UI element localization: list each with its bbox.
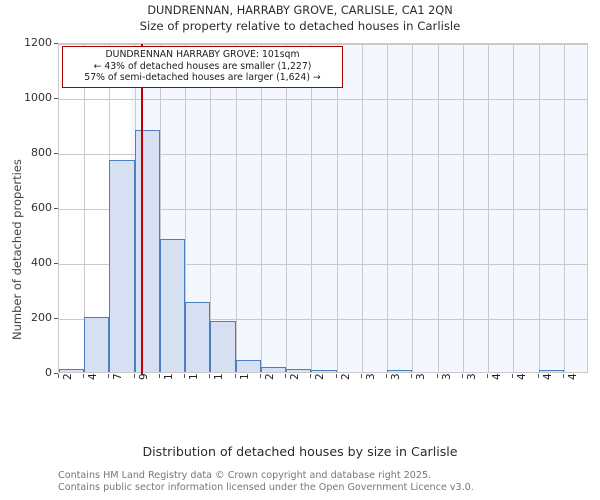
gridline-vertical [463, 44, 464, 372]
gridline-horizontal [59, 319, 587, 320]
footer-attribution: Contains HM Land Registry data © Crown c… [58, 470, 598, 493]
gridline-horizontal [59, 44, 587, 45]
y-axis-tick-label: 0 [45, 366, 52, 379]
y-axis-tick-mark [54, 153, 58, 154]
y-axis-tick-mark [54, 208, 58, 209]
histogram-bar [539, 370, 564, 372]
gridline-vertical [185, 44, 186, 372]
y-axis-tick-label: 600 [31, 201, 52, 214]
y-axis-tick-mark [54, 373, 58, 374]
footer-line-2: Contains public sector information licen… [58, 481, 474, 493]
histogram-bar [135, 130, 160, 372]
x-axis-tick-mark [386, 374, 388, 378]
x-axis-tick-mark [335, 374, 337, 378]
x-axis-tick-mark [562, 374, 564, 378]
page-title: DUNDRENNAN, HARRABY GROVE, CARLISLE, CA1… [147, 4, 453, 17]
y-axis-tick-mark [54, 98, 58, 99]
x-axis-tick-mark [461, 374, 463, 378]
gridline-vertical [311, 44, 312, 372]
gridline-vertical [564, 44, 565, 372]
x-axis-tick-mark [436, 374, 438, 378]
gridline-horizontal [59, 209, 587, 210]
x-axis-label: Distribution of detached houses by size … [142, 444, 458, 459]
chart-subtitle: Size of property relative to detached ho… [139, 19, 461, 33]
gridline-vertical [84, 44, 85, 372]
x-axis-tick-mark [259, 374, 261, 378]
annotation-line-1: DUNDRENNAN HARRABY GROVE: 101sqm [105, 49, 300, 60]
x-axis-tick-mark [108, 374, 110, 378]
x-axis-tick-mark [58, 374, 59, 378]
x-axis-tick-mark [487, 374, 489, 378]
histogram-bar [185, 301, 210, 372]
gridline-horizontal [59, 99, 587, 100]
gridline-vertical [488, 44, 489, 372]
y-axis-tick-mark [54, 43, 58, 44]
histogram-bar [387, 370, 412, 372]
y-axis-tick-label: 1000 [24, 91, 52, 104]
x-axis-tick-mark [512, 374, 514, 378]
x-axis-tick-mark [234, 374, 236, 378]
histogram-bar [109, 160, 135, 372]
property-marker-line [140, 44, 143, 374]
bars-layer [59, 44, 587, 372]
gridline-horizontal [59, 154, 587, 155]
gridline-vertical [160, 44, 161, 372]
chart-title-block: DUNDRENNAN, HARRABY GROVE, CARLISLE, CA1… [0, 3, 600, 34]
gridline-vertical [337, 44, 338, 372]
gridline-vertical [362, 44, 363, 372]
gridline-vertical [539, 44, 540, 372]
x-axis-tick-mark [158, 374, 160, 378]
y-axis-tick-label: 200 [31, 311, 52, 324]
histogram-bar [84, 317, 109, 372]
x-axis-tick-mark [360, 374, 362, 378]
x-axis-tick-mark [411, 374, 413, 378]
histogram-bar [261, 366, 286, 372]
histogram-bar [236, 360, 261, 372]
gridline-horizontal [59, 264, 587, 265]
annotation-line-3: 57% of semi-detached houses are larger (… [84, 72, 321, 83]
gridline-vertical [387, 44, 388, 372]
histogram-bar [160, 238, 185, 372]
histogram-bar [286, 369, 311, 372]
footer-line-1: Contains HM Land Registry data © Crown c… [58, 470, 432, 481]
gridline-vertical [412, 44, 413, 372]
plot-area [58, 43, 588, 374]
gridline-vertical [261, 44, 262, 372]
y-axis-tick-label: 1200 [24, 36, 52, 49]
gridline-vertical [438, 44, 439, 372]
histogram-bar [311, 370, 337, 372]
gridline-vertical [210, 44, 211, 372]
x-axis-tick-mark [184, 374, 186, 378]
x-axis-tick-mark [285, 374, 287, 378]
annotation-line-2: ← 43% of detached houses are smaller (1,… [93, 60, 312, 72]
x-axis-tick-mark [209, 374, 211, 378]
y-axis-tick-mark [54, 263, 58, 264]
histogram-bar [59, 369, 84, 372]
gridline-vertical [286, 44, 287, 372]
y-axis-tick-mark [54, 318, 58, 319]
x-axis-tick-mark [133, 374, 135, 378]
y-axis-tick-label: 800 [31, 146, 52, 159]
x-axis-tick-mark [310, 374, 312, 378]
x-axis-tick-mark [537, 374, 539, 378]
x-axis-tick-mark [83, 374, 85, 378]
y-axis-tick-label: 400 [31, 256, 52, 269]
gridline-vertical [513, 44, 514, 372]
histogram-bar [210, 321, 236, 372]
gridline-vertical [236, 44, 237, 372]
annotation-callout: DUNDRENNAN HARRABY GROVE: 101sqm ← 43% o… [62, 46, 343, 88]
